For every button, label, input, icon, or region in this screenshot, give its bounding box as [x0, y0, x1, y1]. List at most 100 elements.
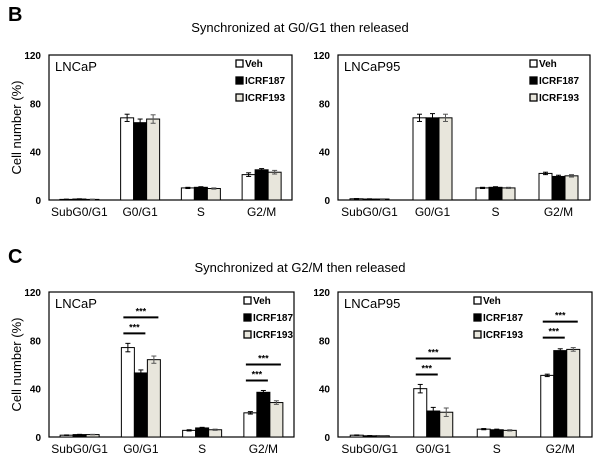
significance-label: ***	[421, 363, 432, 373]
y-tick-label: 120	[24, 51, 41, 62]
cell-line-label: LNCaP	[55, 296, 97, 311]
significance-label: ***	[258, 353, 269, 363]
bar-icrf193	[501, 187, 516, 201]
x-tick-label: S	[197, 205, 205, 219]
y-tick-label: 80	[30, 99, 42, 110]
legend-label: ICRF193	[539, 93, 579, 104]
x-tick-label: G2/M	[247, 205, 276, 219]
y-tick-label: 0	[324, 196, 330, 207]
x-tick-label: S	[198, 442, 206, 456]
y-axis-label: Cell number (%)	[9, 318, 24, 412]
legend-swatch	[243, 296, 252, 305]
legend-swatch	[235, 93, 244, 102]
legend-swatch	[473, 296, 482, 305]
x-tick-label: SubG0/G1	[341, 442, 398, 456]
legend-swatch	[473, 313, 482, 322]
cell-line-label: LNCaP	[55, 59, 97, 74]
bar-icrf187	[133, 122, 148, 201]
legend-swatch	[529, 59, 538, 68]
cell-line-label: LNCaP95	[344, 59, 400, 74]
bar-icrf193	[564, 175, 579, 201]
y-tick-label: 40	[30, 385, 42, 396]
y-tick-label: 40	[30, 148, 42, 159]
legend-label: Veh	[483, 296, 501, 307]
legend-label: ICRF187	[539, 76, 579, 87]
bar-veh	[540, 374, 555, 438]
significance-label: ***	[548, 327, 559, 337]
significance-label: ***	[252, 369, 263, 379]
x-tick-label: G0/G1	[123, 442, 159, 456]
bar-veh	[476, 428, 491, 438]
cell-line-label: LNCaP95	[344, 296, 400, 311]
x-tick-label: G2/M	[249, 442, 278, 456]
bar-icrf193	[267, 171, 282, 201]
plot-frame	[48, 291, 295, 438]
y-tick-label: 80	[319, 99, 331, 110]
bar-icrf187	[425, 117, 440, 201]
bar-icrf187	[193, 186, 208, 201]
bar-icrf193	[438, 117, 453, 201]
plot-frame	[337, 291, 593, 438]
x-tick-label: SubG0/G1	[341, 205, 398, 219]
y-axis-label: Cell number (%)	[9, 81, 24, 175]
bar-icrf187	[256, 391, 271, 438]
bar-veh	[243, 412, 258, 438]
legend-swatch	[235, 59, 244, 68]
significance-label: ***	[555, 311, 566, 321]
legend-label: Veh	[539, 59, 557, 70]
bar-veh	[241, 174, 256, 201]
plot-frame	[48, 54, 293, 201]
bar-veh	[120, 117, 135, 201]
panel-label-c: C	[8, 246, 23, 268]
y-tick-label: 80	[319, 336, 331, 347]
x-tick-label: G0/G1	[415, 205, 451, 219]
bar-veh	[413, 388, 428, 438]
x-tick-label: G2/M	[544, 205, 573, 219]
y-tick-label: 0	[324, 433, 330, 444]
bar-icrf193	[206, 188, 221, 201]
bar-icrf193	[269, 402, 284, 438]
bar-icrf187	[195, 427, 210, 438]
bar-icrf187	[254, 169, 269, 201]
bar-icrf193	[566, 348, 581, 438]
y-tick-label: 120	[24, 288, 41, 299]
bar-icrf193	[146, 118, 161, 201]
panel-c-title: Synchronized at G2/M then released	[194, 260, 406, 275]
significance-label: ***	[428, 347, 439, 357]
x-tick-label: SubG0/G1	[51, 442, 108, 456]
legend-label: ICRF187	[245, 76, 285, 87]
bar-veh	[475, 187, 490, 201]
y-tick-label: 120	[313, 288, 330, 299]
x-tick-label: G0/G1	[122, 205, 158, 219]
x-tick-label: G2/M	[546, 442, 575, 456]
x-tick-label: S	[493, 442, 501, 456]
plot-frame	[337, 54, 591, 201]
bar-icrf193	[146, 359, 161, 438]
significance-label: ***	[136, 306, 147, 316]
legend-label: ICRF193	[245, 93, 285, 104]
x-tick-label: S	[491, 205, 499, 219]
bar-veh	[180, 187, 195, 201]
y-tick-label: 0	[35, 196, 41, 207]
panel-label-b: B	[8, 4, 23, 26]
legend-swatch	[243, 330, 252, 339]
legend-swatch	[473, 330, 482, 339]
bar-veh	[412, 117, 427, 201]
y-tick-label: 40	[319, 148, 331, 159]
y-tick-label: 40	[319, 385, 331, 396]
x-tick-label: G0/G1	[416, 442, 452, 456]
legend-label: ICRF193	[483, 330, 523, 341]
legend-label: ICRF193	[253, 330, 293, 341]
legend-label: ICRF187	[253, 313, 293, 324]
bar-icrf187	[553, 350, 568, 438]
legend-label: Veh	[253, 296, 271, 307]
legend-swatch	[243, 313, 252, 322]
bar-icrf187	[488, 186, 503, 201]
legend-swatch	[235, 76, 244, 85]
y-tick-label: 0	[35, 433, 41, 444]
bar-veh	[538, 172, 553, 201]
bar-icrf187	[133, 372, 148, 438]
bar-veh	[120, 347, 135, 438]
